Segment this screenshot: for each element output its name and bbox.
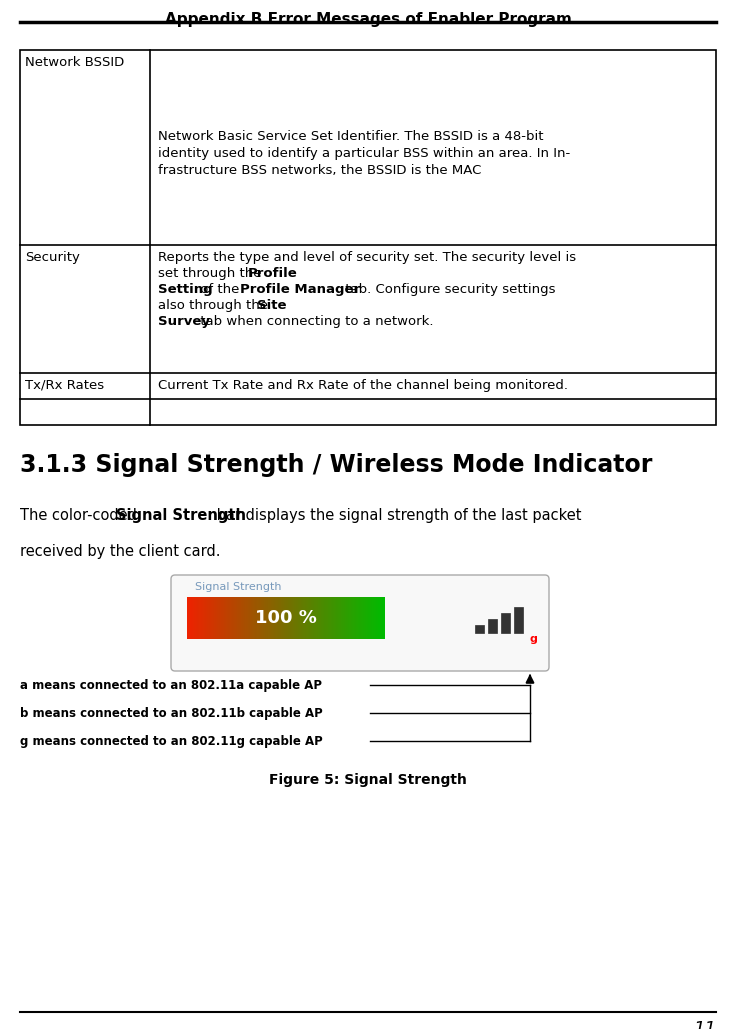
Text: also through the: also through the: [158, 299, 272, 312]
Text: g: g: [529, 634, 537, 644]
Text: Reports the type and level of security set. The security level is: Reports the type and level of security s…: [158, 251, 576, 264]
Text: Security: Security: [25, 251, 80, 264]
Text: 3.1.3 Signal Strength / Wireless Mode Indicator: 3.1.3 Signal Strength / Wireless Mode In…: [20, 453, 652, 477]
Text: Current Tx Rate and Rx Rate of the channel being monitored.: Current Tx Rate and Rx Rate of the chann…: [158, 379, 568, 392]
Bar: [475, 625, 484, 633]
Text: tab. Configure security settings: tab. Configure security settings: [341, 283, 556, 296]
Text: set through the: set through the: [158, 267, 266, 280]
Text: a means connected to an 802.11a capable AP: a means connected to an 802.11a capable …: [20, 678, 322, 691]
Text: 100 %: 100 %: [255, 609, 317, 627]
Text: tab when connecting to a network.: tab when connecting to a network.: [196, 315, 434, 328]
Text: Site: Site: [257, 299, 286, 312]
Text: Signal Strength: Signal Strength: [116, 508, 246, 523]
Text: Network Basic Service Set Identifier. The BSSID is a 48-bit
identity used to ide: Network Basic Service Set Identifier. Th…: [158, 130, 570, 177]
FancyBboxPatch shape: [171, 575, 549, 671]
Text: bar displays the signal strength of the last packet: bar displays the signal strength of the …: [212, 508, 581, 523]
Bar: [514, 607, 523, 633]
Text: received by the client card.: received by the client card.: [20, 544, 221, 559]
Text: Profile Manager: Profile Manager: [240, 283, 360, 296]
Text: Signal Strength: Signal Strength: [195, 582, 281, 592]
Text: 11: 11: [693, 1020, 716, 1029]
Bar: [20, 50, 716, 425]
Text: The color-coded: The color-coded: [20, 508, 141, 523]
Text: Tx/Rx Rates: Tx/Rx Rates: [25, 379, 104, 392]
Text: Network BSSID: Network BSSID: [25, 56, 124, 69]
Text: g means connected to an 802.11g capable AP: g means connected to an 802.11g capable …: [20, 735, 323, 747]
Text: b means connected to an 802.11b capable AP: b means connected to an 802.11b capable …: [20, 707, 323, 719]
Bar: [488, 619, 497, 633]
Text: Survey: Survey: [158, 315, 210, 328]
Text: Figure 5: Signal Strength: Figure 5: Signal Strength: [269, 773, 467, 787]
Text: of the: of the: [196, 283, 244, 296]
Bar: [501, 613, 510, 633]
Text: Profile: Profile: [248, 267, 298, 280]
Text: Setting: Setting: [158, 283, 213, 296]
Text: Appendix B Error Messages of Enabler Program: Appendix B Error Messages of Enabler Pro…: [165, 12, 571, 27]
